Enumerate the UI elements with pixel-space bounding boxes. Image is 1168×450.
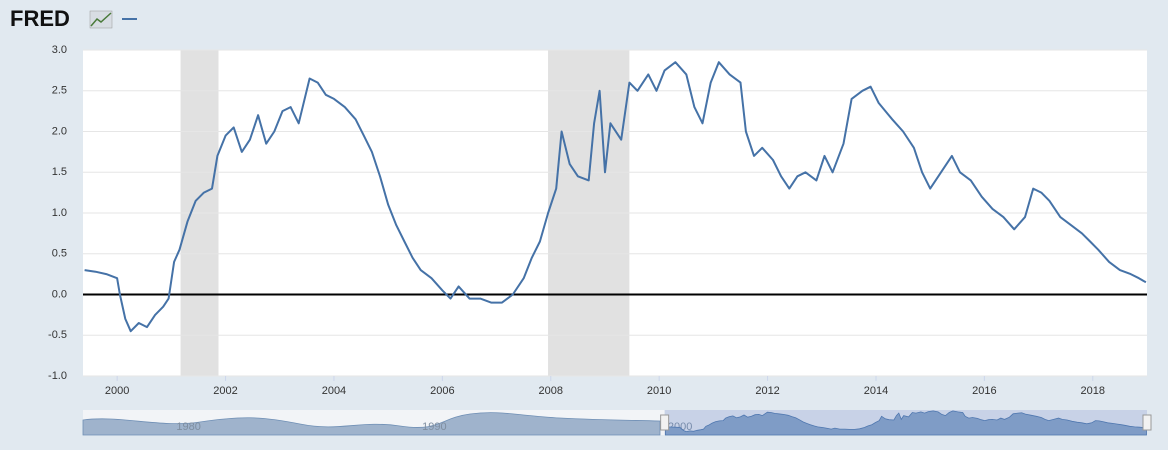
navigator-history — [82, 412, 661, 436]
y-tick-label: 2.0 — [52, 125, 67, 137]
y-tick-label: 2.5 — [52, 85, 67, 97]
navigator-series — [664, 410, 1147, 436]
x-tick-label: 2012 — [755, 385, 779, 397]
x-tick-label: 2016 — [972, 385, 996, 397]
navigator-label: 1980 — [176, 421, 200, 433]
y-tick-label: 1.0 — [52, 207, 67, 219]
x-tick-label: 2014 — [864, 385, 888, 397]
y-tick-label: 0.0 — [52, 288, 67, 300]
logo: FRED — [10, 6, 70, 31]
y-tick-label: 0.5 — [52, 248, 67, 260]
navigator: 1980199020002010 — [82, 410, 1152, 436]
logo-icon — [89, 10, 113, 29]
x-tick-label: 2000 — [105, 385, 129, 397]
navigator-handle[interactable] — [1142, 414, 1152, 431]
y-tick-label: 3.0 — [52, 44, 67, 56]
navigator-label: 1990 — [422, 421, 446, 433]
x-tick-label: 2018 — [1081, 385, 1105, 397]
y-tick-label: 1.5 — [52, 166, 67, 178]
x-tick-label: 2006 — [430, 385, 454, 397]
x-tick-label: 2008 — [539, 385, 563, 397]
x-tick-label: 2004 — [322, 385, 346, 397]
y-tick-label: -1.0 — [48, 370, 67, 382]
navigator-selection — [664, 410, 1147, 435]
series-line — [84, 61, 1147, 333]
x-tick-label: 2010 — [647, 385, 671, 397]
x-tick-label: 2002 — [213, 385, 237, 397]
y-tick-label: -0.5 — [48, 329, 67, 341]
navigator-handle[interactable] — [660, 414, 670, 431]
